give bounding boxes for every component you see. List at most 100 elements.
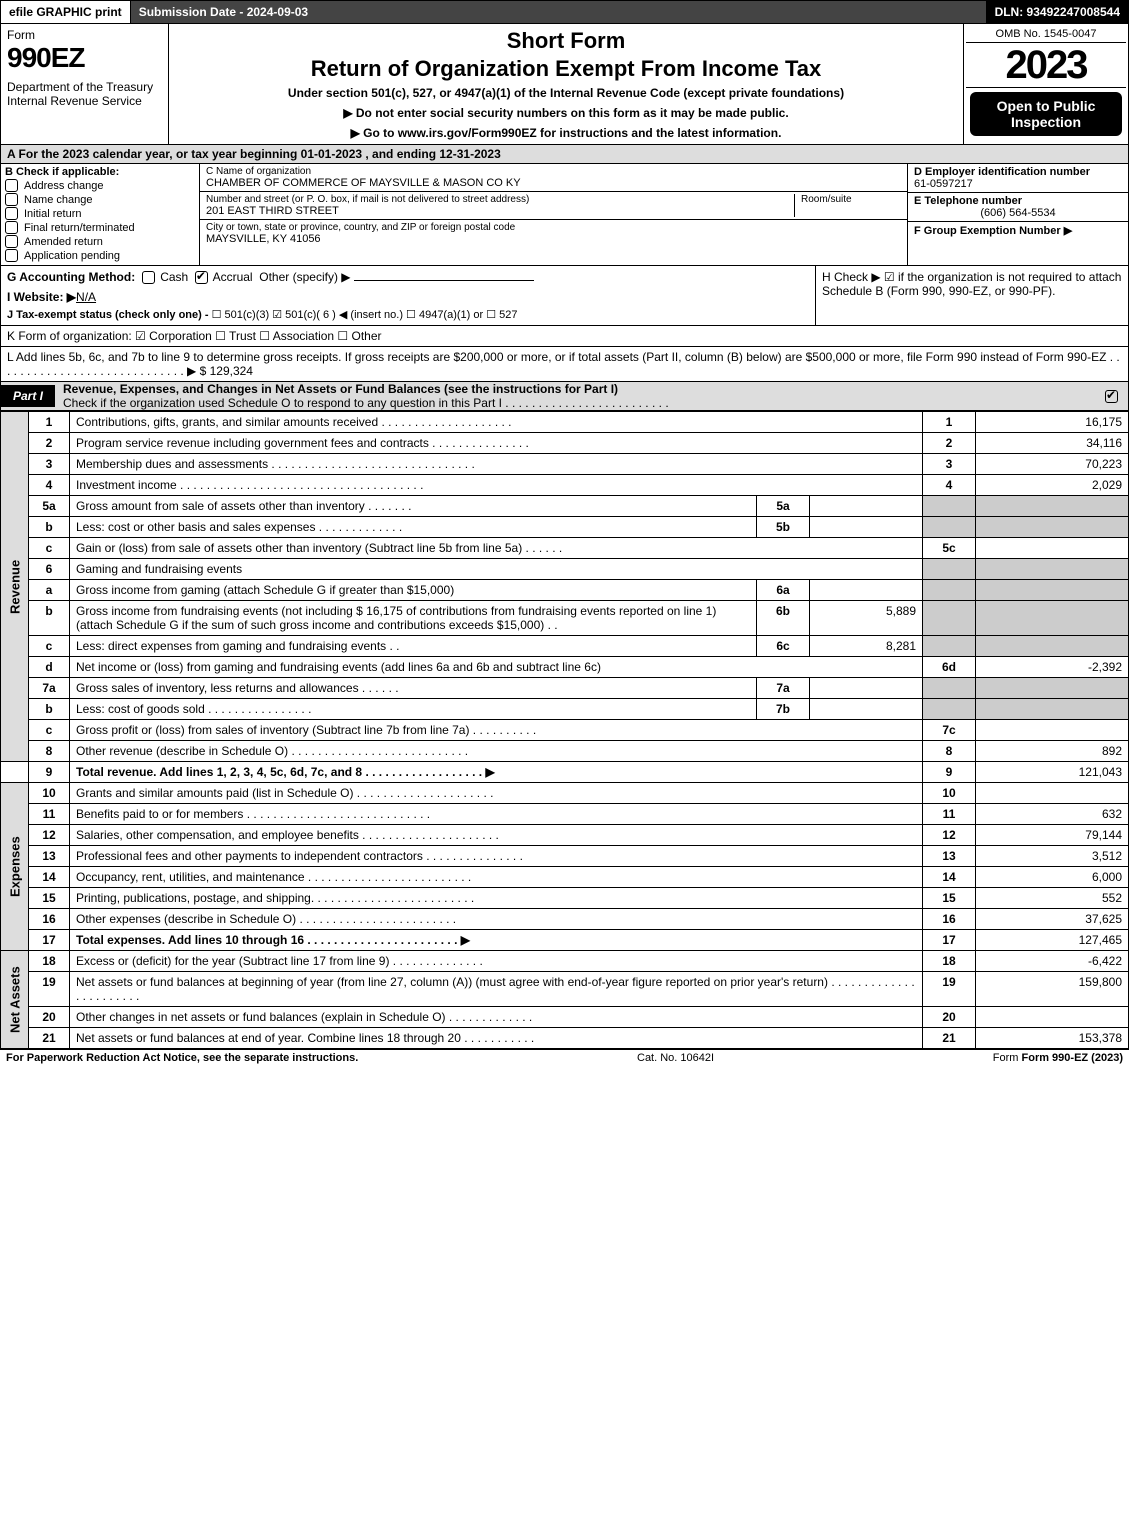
l3-num: 3 [29,454,70,475]
l19-desc: Net assets or fund balances at beginning… [70,972,923,1007]
l7c-num: c [29,720,70,741]
group-exemption: F Group Exemption Number ▶ [908,222,1128,239]
phone-label: E Telephone number [914,195,1122,207]
l17-val: 127,465 [976,930,1129,951]
chk-final-return[interactable]: Final return/terminated [5,221,195,234]
l6d-val: -2,392 [976,657,1129,678]
l15-desc: Printing, publications, postage, and shi… [70,888,923,909]
l12-val: 79,144 [976,825,1129,846]
l12-desc: Salaries, other compensation, and employ… [70,825,923,846]
l9-ln: 9 [923,762,976,783]
l6-desc: Gaming and fundraising events [70,559,923,580]
l5b-desc: Less: cost or other basis and sales expe… [70,517,757,538]
l6b-sub: 6b [757,601,810,636]
row-j: J Tax-exempt status (check only one) - ☐… [7,308,809,321]
ein-value: 61-0597217 [914,178,1122,190]
l1-val: 16,175 [976,412,1129,433]
l20-val [976,1007,1129,1028]
l5b-shade [923,517,976,538]
l6a-shade2 [976,580,1129,601]
header-left: Form 990EZ Department of the Treasury In… [1,24,169,144]
l7a-num: 7a [29,678,70,699]
l5a-shade [923,496,976,517]
chk-name-change[interactable]: Name change [5,193,195,206]
l8-num: 8 [29,741,70,762]
ein-block: D Employer identification number 61-0597… [908,164,1128,193]
l5a-sub: 5a [757,496,810,517]
l19-num: 19 [29,972,70,1007]
l12-num: 12 [29,825,70,846]
l6a-subval [810,580,923,601]
l6c-desc: Less: direct expenses from gaming and fu… [70,636,757,657]
l7c-desc: Gross profit or (loss) from sales of inv… [70,720,923,741]
chk-application-pending[interactable]: Application pending [5,249,195,262]
top-bar: efile GRAPHIC print Submission Date - 20… [0,0,1129,24]
l5c-num: c [29,538,70,559]
form-word: Form [7,28,162,42]
l6c-subval: 8,281 [810,636,923,657]
l19-val: 159,800 [976,972,1129,1007]
l6a-sub: 6a [757,580,810,601]
l18-val: -6,422 [976,951,1129,972]
dln-label: DLN: 93492247008544 [987,1,1128,23]
lines-table: Revenue 1 Contributions, gifts, grants, … [0,411,1129,1049]
l20-ln: 20 [923,1007,976,1028]
l6c-sub: 6c [757,636,810,657]
org-name-block: C Name of organization CHAMBER OF COMMER… [200,164,907,192]
l18-desc: Excess or (deficit) for the year (Subtra… [70,951,923,972]
open-inspection-badge: Open to Public Inspection [970,92,1122,136]
l20-num: 20 [29,1007,70,1028]
department-label: Department of the Treasury Internal Reve… [7,80,162,108]
l6d-num: d [29,657,70,678]
l6a-shade [923,580,976,601]
l16-ln: 16 [923,909,976,930]
l6b-shade [923,601,976,636]
l15-val: 552 [976,888,1129,909]
l6-shade [923,559,976,580]
chk-initial-return[interactable]: Initial return [5,207,195,220]
section-bcdef: B Check if applicable: Address change Na… [0,164,1129,266]
l2-val: 34,116 [976,433,1129,454]
l7a-sub: 7a [757,678,810,699]
l6c-shade2 [976,636,1129,657]
l13-num: 13 [29,846,70,867]
col-de: D Employer identification number 61-0597… [908,164,1128,265]
l6b-num: b [29,601,70,636]
l5a-subval [810,496,923,517]
l5c-val [976,538,1129,559]
col-h: H Check ▶ ☑ if the organization is not r… [816,266,1128,325]
section-kl: K Form of organization: ☑ Corporation ☐ … [0,326,1129,382]
l3-ln: 3 [923,454,976,475]
l15-ln: 15 [923,888,976,909]
footer-right: Form Form 990-EZ (2023) [993,1052,1123,1064]
l7b-num: b [29,699,70,720]
chk-address-change[interactable]: Address change [5,179,195,192]
l11-val: 632 [976,804,1129,825]
l10-ln: 10 [923,783,976,804]
phone-block: E Telephone number (606) 564-5534 [908,193,1128,222]
part1-check[interactable] [1105,389,1120,403]
spacer [1,762,29,783]
l14-val: 6,000 [976,867,1129,888]
footer-mid: Cat. No. 10642I [637,1052,714,1064]
l21-num: 21 [29,1028,70,1049]
l6c-num: c [29,636,70,657]
org-name-value: CHAMBER OF COMMERCE OF MAYSVILLE & MASON… [206,177,901,189]
l12-ln: 12 [923,825,976,846]
l19-ln: 19 [923,972,976,1007]
l8-desc: Other revenue (describe in Schedule O) .… [70,741,923,762]
l13-ln: 13 [923,846,976,867]
l7b-shade2 [976,699,1129,720]
l6d-desc: Net income or (loss) from gaming and fun… [70,657,923,678]
chk-amended-return[interactable]: Amended return [5,235,195,248]
l3-val: 70,223 [976,454,1129,475]
l5c-ln: 5c [923,538,976,559]
row-a-tax-year: A For the 2023 calendar year, or tax yea… [0,145,1129,164]
l7b-subval [810,699,923,720]
l2-desc: Program service revenue including govern… [70,433,923,454]
form-number: 990EZ [7,42,162,74]
l21-val: 153,378 [976,1028,1129,1049]
goto-link[interactable]: ▶ Go to www.irs.gov/Form990EZ for instru… [175,126,957,140]
l11-num: 11 [29,804,70,825]
ein-label: D Employer identification number [914,166,1122,178]
